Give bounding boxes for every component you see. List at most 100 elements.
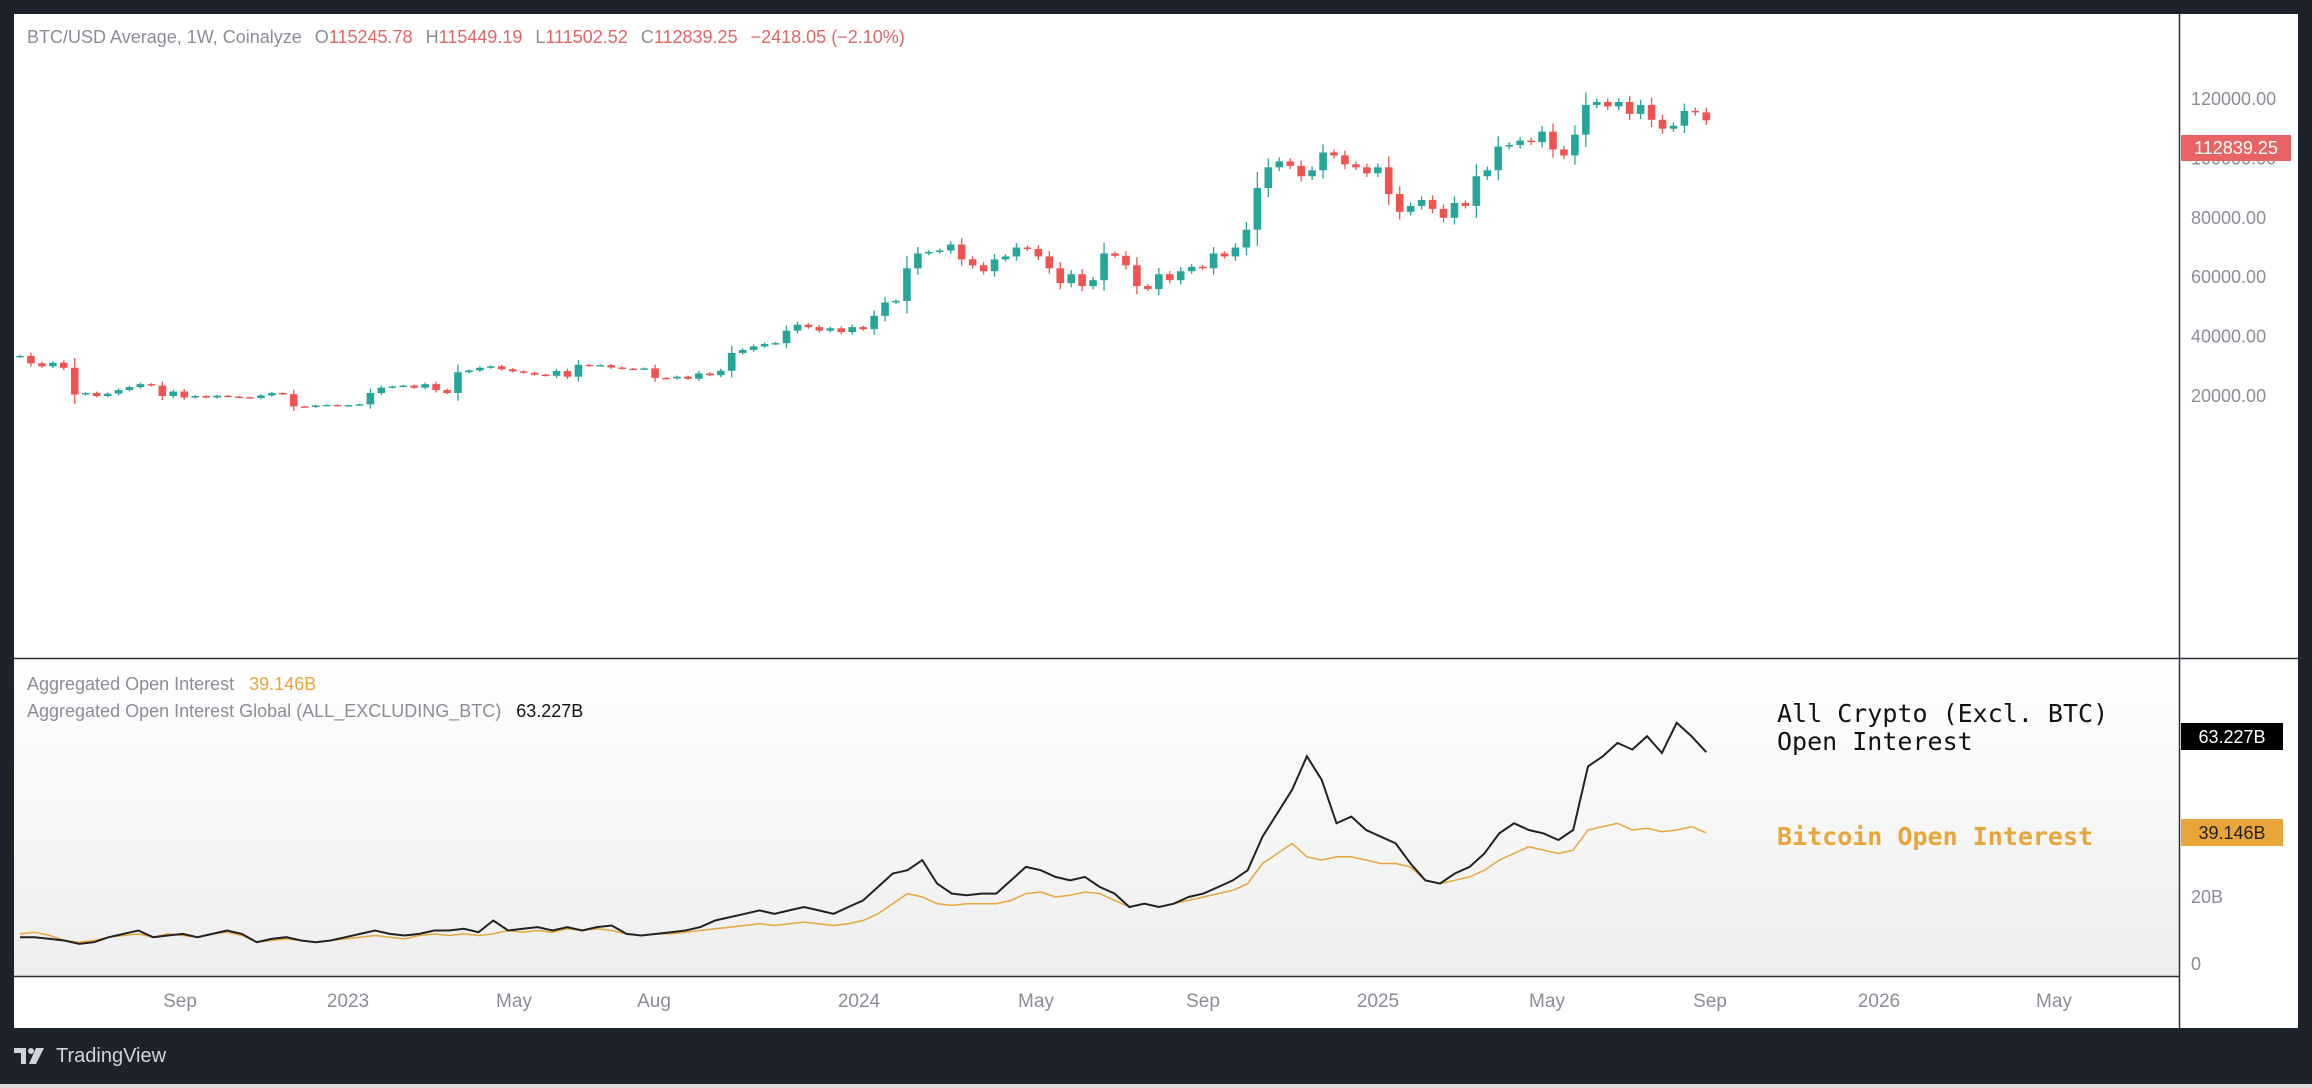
candle-body [1122,255,1130,266]
candle-body [322,404,331,407]
candle-body [421,384,429,388]
candle-body [1341,155,1349,165]
time-axis[interactable]: Sep 2023 May Aug 2024 May Sep 2025 May Sep 2026 May [163,991,2072,1012]
change-value: −2418.05 (−2.10%) [751,27,905,47]
candle-body [81,393,90,395]
candle-body [1275,161,1284,168]
time-axis-tick: Sep [1693,991,1727,1012]
candle-body [257,395,265,399]
candle-body [1395,194,1404,212]
open-value: 115245.78 [329,27,413,47]
candle-body [1374,167,1382,174]
oi-axis-tick: 20B [2191,887,2223,907]
candle-body [443,390,451,394]
btc-oi-badge-text: 39.146B [2198,823,2265,843]
oi-legend-row-1: Aggregated Open Interest 39.146B [27,674,316,694]
candle-body [1165,274,1174,281]
candle-body [366,393,375,405]
candle-body [49,362,57,367]
candle-body [738,349,747,353]
candle-body [1253,188,1262,230]
candle-body [1133,265,1141,287]
time-axis-tick: 2026 [1858,991,1900,1012]
candle-body [1560,149,1568,156]
candle-body [147,384,156,386]
candle-body [1527,140,1535,143]
brand-name: TradingView [56,1044,167,1067]
candle-body [749,346,758,350]
candle-body [717,370,725,376]
candle-body [519,371,528,373]
crypto-oi-badge: 63.227B [2181,723,2283,750]
candle-body [1494,146,1503,171]
oi-axis-tick: 0 [2191,954,2201,974]
time-axis-tick: May [1018,991,1054,1012]
candle-body [114,390,123,394]
candle-body [125,387,134,391]
crypto-oi-badge-text: 63.227B [2198,727,2265,747]
candle-body [432,384,440,391]
time-axis-tick: May [2036,991,2072,1012]
candle-body [837,328,846,333]
candle-body [1067,274,1075,284]
price-pane[interactable] [16,92,1711,411]
candle-body [1516,140,1524,146]
candle-body [651,368,659,378]
candle-body [925,251,933,254]
candle-body [782,330,791,344]
open-interest-pane[interactable] [19,721,1708,945]
candle-body [1363,167,1371,174]
open-label: O [315,27,329,47]
last-price-badge-text: 112839.25 [2194,138,2278,158]
candle-body [311,405,320,407]
candle-body [1702,112,1711,121]
btc-oi-badge: 39.146B [2181,819,2283,846]
candle-body [771,343,780,345]
candle-body [727,352,736,371]
candle-body [990,259,999,272]
candle-body [1428,199,1437,209]
candle-body [158,385,167,396]
candle-body [673,376,681,379]
candle-body [1045,256,1054,269]
time-axis-tick: Sep [163,991,197,1012]
candle-body [344,405,353,407]
candle-body [476,367,484,371]
candle-body [1330,152,1338,156]
candle-body [1319,152,1327,171]
candle-body [804,324,813,328]
time-axis-tick: 2023 [327,991,369,1012]
candle-body [946,244,955,251]
candle-body [1461,202,1470,206]
candle-body [1352,164,1360,168]
candle-body [1023,247,1032,249]
candle-body [38,363,46,367]
candlestick-series [16,92,1711,411]
candle-body [695,373,703,379]
candle-body [333,404,342,407]
candle-body [1647,104,1656,120]
candle-body [103,393,112,396]
candle-body [1593,101,1601,105]
candle-body [16,355,24,358]
candle-body [1220,253,1229,257]
candle-body [454,372,462,394]
candle-body [1034,248,1043,257]
candle-body [1669,125,1678,129]
candle-body [60,362,68,368]
oi-legend-name-1: Aggregated Open Interest [27,674,234,694]
candle-body [399,385,408,388]
candle-body [224,395,232,398]
annotation-btc: Bitcoin Open Interest [1777,822,2093,851]
candle-body [70,367,79,395]
candle-body [1286,161,1294,166]
candle-body [1264,167,1273,189]
candle-body [508,369,517,372]
candle-body [1549,131,1557,150]
candle-body [202,396,210,398]
candle-body [1658,119,1667,129]
tradingview-brand[interactable]: TradingView [14,1036,166,1076]
chart-canvas[interactable]: BTC/USD Average, 1W, Coinalyze O115245.7… [14,14,2298,1028]
oi-axis[interactable]: 20B 0 [2191,887,2223,974]
candle-body [355,404,364,406]
